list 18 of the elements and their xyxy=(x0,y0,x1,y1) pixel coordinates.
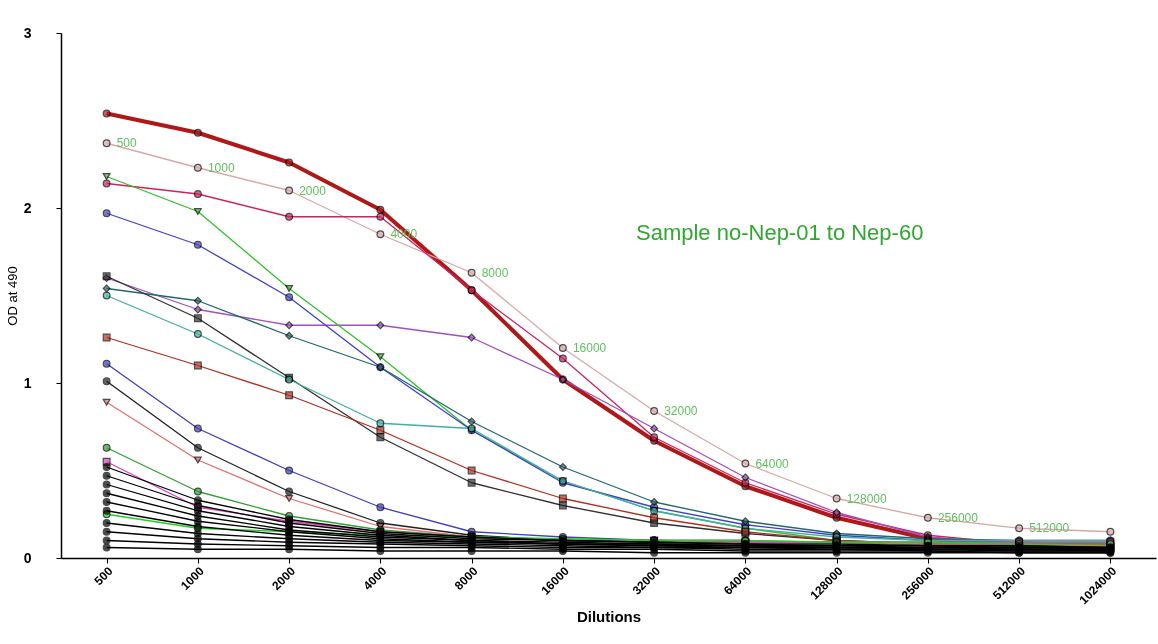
y-axis-title: OD at 490 xyxy=(4,266,20,326)
annotation: Sample no-Nep-01 to Nep-60 xyxy=(636,220,924,245)
annotation: 32000 xyxy=(664,404,698,418)
y-tick-label: 3 xyxy=(23,24,32,41)
y-tick-label: 1 xyxy=(23,374,32,391)
x-axis-title: Dilutions xyxy=(576,608,642,626)
annotation: 128000 xyxy=(846,491,887,506)
annotation: 16000 xyxy=(572,341,607,355)
annotation: 1000 xyxy=(207,160,235,175)
annotation: 64000 xyxy=(755,456,790,471)
x-tick-label: 500 xyxy=(91,563,116,589)
annotation: 512000 xyxy=(1029,521,1070,536)
y-tick-label: 2 xyxy=(23,199,32,216)
annotation: 500 xyxy=(116,136,137,151)
annotation: 2000 xyxy=(299,183,327,198)
annotation: 256000 xyxy=(937,510,979,525)
annotation: 8000 xyxy=(481,265,509,280)
y-tick-label: 0 xyxy=(23,549,32,566)
